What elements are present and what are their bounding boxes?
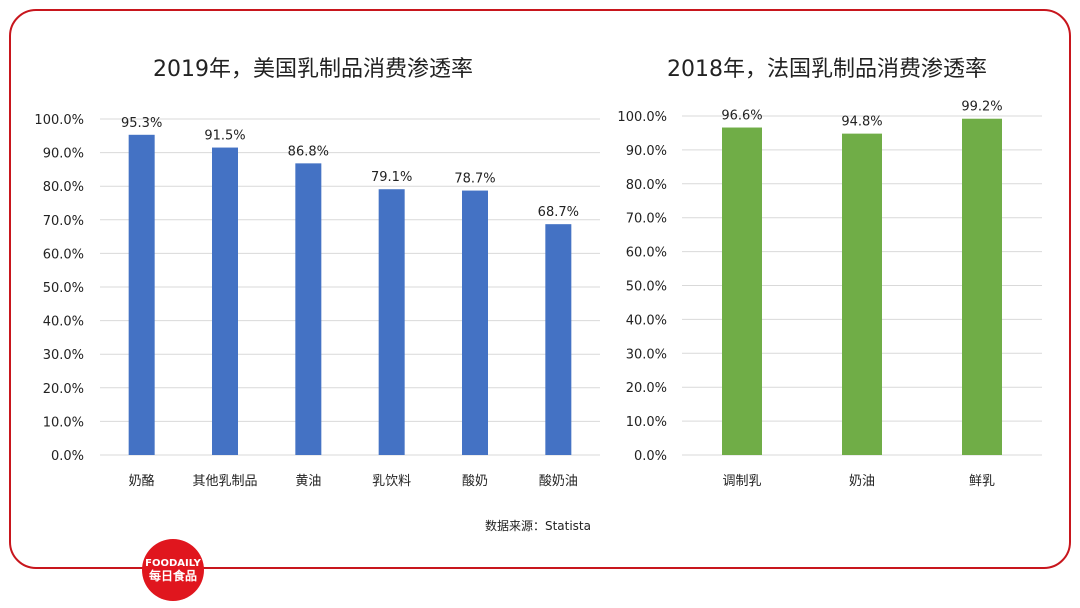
france-y-tick-label: 60.0% (626, 246, 667, 261)
logo-text-cn: 每日食品 (149, 568, 197, 583)
france-y-tick-label: 40.0% (626, 313, 667, 328)
usa-category-label: 酸奶 (462, 474, 488, 489)
usa-y-tick-label: 0.0% (51, 449, 84, 464)
france-y-tick-label: 30.0% (626, 347, 667, 362)
usa-bar (462, 190, 488, 455)
usa-bar (378, 189, 405, 455)
france-y-tick-label: 50.0% (626, 280, 667, 295)
usa-y-tick-label: 20.0% (43, 382, 84, 397)
france-y-tick-label: 100.0% (617, 110, 667, 125)
logo-text-en: FOODAILY (145, 558, 201, 569)
france-y-tick-label: 0.0% (634, 449, 667, 464)
france-category-label: 鲜乳 (969, 474, 995, 489)
usa-y-tick-label: 90.0% (43, 147, 84, 162)
usa-data-label: 68.7% (538, 205, 579, 220)
foodaily-logo: FOODAILY 每日食品 (142, 539, 204, 601)
usa-y-tick-label: 80.0% (43, 180, 84, 195)
usa-bar (545, 224, 572, 455)
france-y-tick-label: 20.0% (626, 381, 667, 396)
usa-bar (212, 147, 238, 455)
usa-y-tick-label: 10.0% (43, 415, 84, 430)
france-chart-title: 2018年，法国乳制品消费渗透率 (667, 57, 987, 82)
usa-chart-title: 2019年，美国乳制品消费渗透率 (153, 57, 473, 82)
usa-category-label: 奶酪 (129, 473, 155, 489)
frame-border (9, 9, 1071, 569)
usa-category-label: 黄油 (295, 474, 321, 489)
usa-y-tick-label: 50.0% (43, 281, 84, 296)
usa-y-tick-label: 100.0% (34, 113, 84, 128)
usa-y-tick-label: 30.0% (43, 348, 84, 363)
logo-circle (142, 539, 204, 601)
usa-data-label: 91.5% (204, 129, 245, 144)
france-y-tick-label: 70.0% (626, 212, 667, 227)
usa-chart: 2019年，美国乳制品消费渗透率 0.0% 10.0% 20.0% 30.0% 40.0… (34, 57, 600, 489)
usa-data-label: 95.3% (121, 116, 162, 131)
usa-data-label: 79.1% (371, 170, 412, 185)
usa-category-label: 乳饮料 (372, 474, 411, 489)
france-category-label: 调制乳 (722, 474, 761, 489)
usa-bar (295, 163, 322, 456)
usa-y-tick-label: 40.0% (43, 315, 84, 330)
france-bar (842, 133, 882, 456)
usa-category-label: 酸奶油 (539, 474, 578, 489)
france-y-tick-label: 90.0% (626, 144, 667, 159)
france-y-tick-label: 10.0% (626, 415, 667, 430)
france-bar (962, 118, 1002, 455)
usa-data-label: 86.8% (288, 144, 329, 159)
france-y-tick-label: 80.0% (626, 178, 667, 193)
source-note: 数据来源：Statista (485, 518, 591, 533)
france-bar (722, 127, 762, 455)
france-category-label: 奶油 (849, 474, 875, 489)
france-chart: 2018年，法国乳制品消费渗透率 0.0% 10.0% 20.0% 30.0% 40.0… (617, 57, 1042, 489)
usa-data-label: 78.7% (454, 172, 495, 187)
usa-category-label: 其他乳制品 (192, 474, 257, 489)
usa-y-tick-label: 60.0% (43, 247, 84, 262)
france-data-label: 99.2% (961, 100, 1002, 115)
usa-bar (128, 134, 155, 456)
france-data-label: 94.8% (841, 115, 882, 130)
usa-y-tick-label: 70.0% (43, 214, 84, 229)
france-data-label: 96.6% (721, 109, 762, 124)
